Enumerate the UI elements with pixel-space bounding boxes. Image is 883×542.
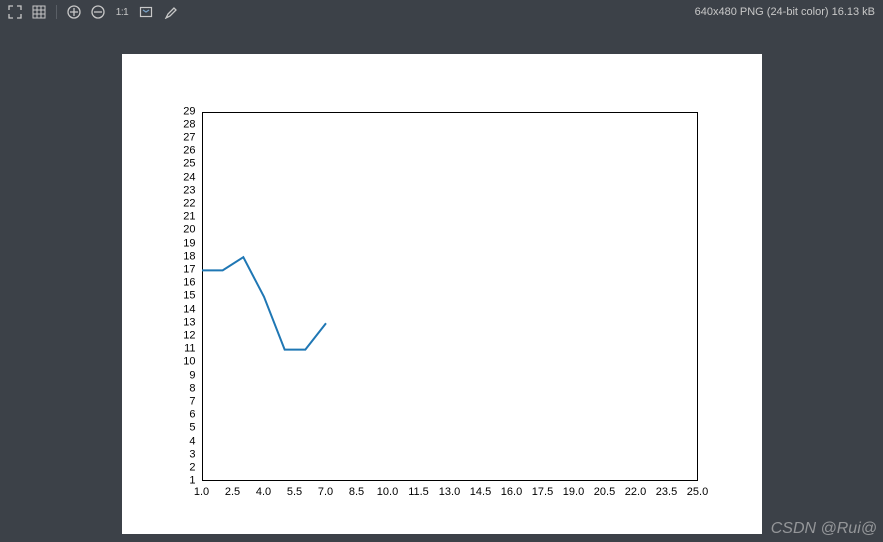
y-tick-label: 9 bbox=[189, 370, 201, 381]
y-tick-label: 20 bbox=[183, 225, 201, 236]
y-tick-label: 13 bbox=[183, 317, 201, 328]
y-tick-label: 28 bbox=[183, 119, 201, 130]
y-tick-label: 7 bbox=[189, 396, 201, 407]
viewer-toolbar: 1:1 640x480 PNG (24-bit color) 16.13 kB bbox=[0, 0, 883, 24]
x-tick-label: 20.5 bbox=[594, 481, 615, 498]
y-tick-label: 21 bbox=[183, 212, 201, 223]
x-tick-label: 22.0 bbox=[625, 481, 646, 498]
x-tick-label: 7.0 bbox=[318, 481, 333, 498]
y-tick-label: 10 bbox=[183, 357, 201, 368]
y-tick-label: 16 bbox=[183, 278, 201, 289]
chart-figure: 1234567891011121314151617181920212223242… bbox=[122, 54, 762, 534]
x-tick-label: 11.5 bbox=[408, 481, 429, 498]
x-tick-label: 19.0 bbox=[563, 481, 584, 498]
grid-icon[interactable] bbox=[32, 5, 46, 19]
toolbar-left: 1:1 bbox=[8, 5, 177, 19]
x-tick-label: 2.5 bbox=[225, 481, 240, 498]
zoom-in-icon[interactable] bbox=[67, 5, 81, 19]
x-tick-label: 5.5 bbox=[287, 481, 302, 498]
y-tick-label: 26 bbox=[183, 146, 201, 157]
x-tick-label: 17.5 bbox=[532, 481, 553, 498]
x-tick-label: 4.0 bbox=[256, 481, 271, 498]
line-plot-svg bbox=[202, 112, 698, 482]
picker-icon[interactable] bbox=[163, 5, 177, 19]
y-tick-label: 2 bbox=[189, 462, 201, 473]
x-tick-label: 13.0 bbox=[439, 481, 460, 498]
y-tick-label: 27 bbox=[183, 132, 201, 143]
y-tick-label: 25 bbox=[183, 159, 201, 170]
image-info-text: 640x480 PNG (24-bit color) 16.13 kB bbox=[695, 6, 875, 18]
y-tick-label: 6 bbox=[189, 410, 201, 421]
zoom-out-icon[interactable] bbox=[91, 5, 105, 19]
y-tick-label: 19 bbox=[183, 238, 201, 249]
y-tick-label: 29 bbox=[183, 106, 201, 117]
y-tick-label: 4 bbox=[189, 436, 201, 447]
x-tick-label: 14.5 bbox=[470, 481, 491, 498]
x-tick-label: 10.0 bbox=[377, 481, 398, 498]
x-tick-label: 1.0 bbox=[194, 481, 209, 498]
x-tick-label: 8.5 bbox=[349, 481, 364, 498]
y-tick-label: 11 bbox=[184, 344, 201, 355]
line-series bbox=[202, 257, 326, 349]
expand-icon[interactable] bbox=[8, 5, 22, 19]
y-tick-label: 24 bbox=[183, 172, 201, 183]
y-tick-label: 12 bbox=[183, 330, 201, 341]
y-tick-label: 5 bbox=[189, 423, 201, 434]
zoom-1to1-icon[interactable]: 1:1 bbox=[115, 5, 129, 19]
y-tick-label: 15 bbox=[183, 291, 201, 302]
y-tick-label: 3 bbox=[189, 449, 201, 460]
y-tick-label: 18 bbox=[183, 251, 201, 262]
y-tick-label: 17 bbox=[183, 264, 201, 275]
y-tick-label: 14 bbox=[183, 304, 201, 315]
y-tick-label: 23 bbox=[183, 185, 201, 196]
fit-icon[interactable] bbox=[139, 5, 153, 19]
y-tick-label: 22 bbox=[183, 198, 201, 209]
canvas-wrap: 1234567891011121314151617181920212223242… bbox=[0, 24, 883, 534]
x-tick-label: 16.0 bbox=[501, 481, 522, 498]
watermark: CSDN @Rui@ bbox=[771, 520, 877, 538]
x-tick-label: 25.0 bbox=[687, 481, 708, 498]
plot-area: 1234567891011121314151617181920212223242… bbox=[202, 112, 698, 482]
y-tick-label: 8 bbox=[189, 383, 201, 394]
separator bbox=[56, 5, 57, 19]
x-tick-label: 23.5 bbox=[656, 481, 677, 498]
